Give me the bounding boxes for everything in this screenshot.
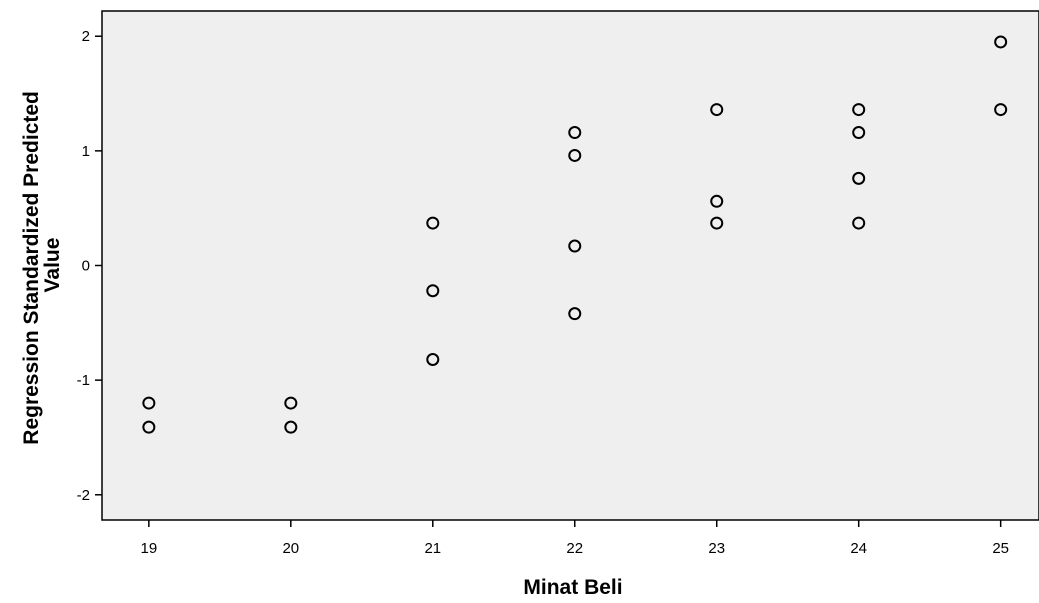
data-point: [426, 284, 440, 298]
y-axis-title: Regression Standardized Predicted Value: [20, 85, 64, 444]
data-point: [284, 420, 298, 434]
data-point: [568, 126, 582, 140]
y-tick-label: 1: [82, 143, 90, 160]
x-axis-title: Minat Beli: [523, 576, 622, 599]
data-point: [852, 216, 866, 230]
y-tick-label: 0: [82, 258, 90, 275]
x-tick-label: 21: [424, 540, 441, 557]
data-point: [852, 126, 866, 140]
data-point: [142, 396, 156, 410]
x-tick-label: 20: [282, 540, 299, 557]
data-point: [852, 103, 866, 117]
x-tick-label: 22: [566, 540, 583, 557]
y-tick-label: 2: [82, 28, 90, 45]
data-point: [568, 239, 582, 253]
y-axis-title-line-1: Regression Standardized Predicted: [20, 91, 43, 445]
data-point: [284, 396, 298, 410]
x-tick-label: 19: [141, 540, 158, 557]
data-point: [852, 171, 866, 185]
data-point: [426, 216, 440, 230]
y-axis: -2 -1 0 1 2: [77, 28, 102, 504]
data-point: [710, 216, 724, 230]
plot-area: [101, 10, 1039, 521]
x-tick-label: 24: [850, 540, 867, 557]
data-point: [994, 103, 1008, 117]
data-points: [142, 35, 1008, 434]
data-point: [710, 194, 724, 208]
data-point: [142, 420, 156, 434]
y-tick-label: -1: [77, 372, 90, 389]
x-tick-label: 25: [992, 540, 1009, 557]
y-axis-title-line-2: Value: [41, 238, 64, 293]
y-tick-label: -2: [77, 487, 90, 504]
data-point: [710, 103, 724, 117]
data-point: [994, 35, 1008, 49]
data-point: [426, 353, 440, 367]
x-axis: 19 20 21 22 23 24 25: [141, 520, 1009, 557]
data-point: [568, 148, 582, 162]
data-point: [568, 307, 582, 321]
x-tick-label: 23: [708, 540, 725, 557]
